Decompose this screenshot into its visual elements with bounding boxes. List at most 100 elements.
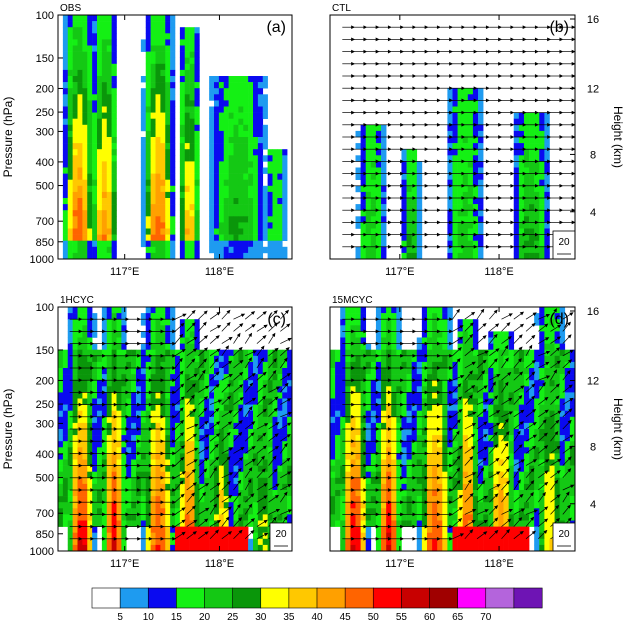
reflectivity-cell <box>262 386 268 393</box>
reflectivity-cell <box>209 404 215 411</box>
reflectivity-cell <box>140 94 147 101</box>
reflectivity-cell <box>87 508 93 515</box>
reflectivity-cell <box>106 471 112 479</box>
reflectivity-cell <box>82 88 88 95</box>
reflectivity-cell <box>257 520 264 527</box>
wind-vector-head <box>203 396 209 401</box>
reflectivity-cell <box>126 404 132 411</box>
reflectivity-cell <box>189 155 195 162</box>
reflectivity-cell <box>233 429 239 436</box>
reflectivity-cell <box>92 149 98 156</box>
reflectivity-cell <box>272 246 278 254</box>
reflectivity-cell <box>121 319 127 326</box>
wind-vector-head <box>351 49 356 54</box>
wind-vector-head <box>449 74 454 78</box>
wind-vector-head <box>239 397 244 401</box>
wind-vector-head <box>148 512 153 517</box>
reflectivity-cell <box>145 441 151 448</box>
reflectivity-cell <box>282 246 288 254</box>
reflectivity-cell <box>116 453 122 460</box>
reflectivity-cell <box>513 124 520 132</box>
reflectivity-cell <box>150 471 156 479</box>
reflectivity-cell <box>243 106 249 113</box>
reflectivity-cell <box>523 198 530 205</box>
reflectivity-cell <box>209 234 215 241</box>
reflectivity-cell <box>478 100 484 107</box>
reflectivity-cell <box>160 130 166 138</box>
wind-vector-head <box>205 507 210 512</box>
wind-vector-head <box>522 196 527 200</box>
wind-vector-head <box>424 61 429 66</box>
reflectivity-cell <box>165 313 171 320</box>
reflectivity-cell <box>160 526 166 533</box>
wind-vector-head <box>351 171 356 176</box>
reflectivity-cell <box>62 210 69 217</box>
reflectivity-cell <box>72 398 78 405</box>
wind-vector-head <box>172 451 177 456</box>
reflectivity-cell <box>381 149 387 156</box>
reflectivity-cell <box>145 526 151 533</box>
reflectivity-cell <box>111 307 117 314</box>
reflectivity-cell <box>145 234 151 241</box>
wind-vector-head <box>172 439 177 444</box>
wind-vector-head <box>510 49 515 54</box>
reflectivity-cell <box>87 453 93 460</box>
wind-vector-head <box>400 98 405 103</box>
wind-vector-head <box>148 353 153 358</box>
reflectivity-cell <box>58 368 64 375</box>
reflectivity-cell <box>262 520 268 527</box>
reflectivity-cell <box>82 173 88 180</box>
reflectivity-cell <box>534 112 540 119</box>
reflectivity-cell <box>67 179 73 187</box>
wind-vector-head <box>387 98 392 103</box>
wind-vector-head <box>160 512 165 517</box>
wind-vector-head <box>204 420 209 425</box>
reflectivity-cell <box>170 51 176 58</box>
reflectivity-cell <box>189 349 195 357</box>
reflectivity-cell <box>416 252 423 260</box>
reflectivity-cell <box>140 435 147 442</box>
reflectivity-cell <box>248 240 254 248</box>
reflectivity-cell <box>243 465 249 472</box>
reflectivity-cell <box>77 441 83 448</box>
reflectivity-cell <box>238 204 244 211</box>
reflectivity-cell <box>165 155 171 162</box>
reflectivity-cell <box>472 185 479 193</box>
reflectivity-cell <box>416 179 423 187</box>
reflectivity-cell <box>106 106 112 113</box>
wind-vector-head <box>102 512 106 517</box>
reflectivity-cell <box>165 429 171 436</box>
reflectivity-cell <box>365 198 372 205</box>
wind-vector-head <box>412 220 417 225</box>
wind-vector-head <box>534 135 539 139</box>
wind-vector-head <box>498 171 503 176</box>
reflectivity-cell <box>452 149 458 156</box>
reflectivity-cell <box>457 155 463 162</box>
wind-vector-head <box>78 366 83 370</box>
reflectivity-cell <box>287 483 293 491</box>
reflectivity-cell <box>101 39 108 46</box>
reflectivity-cell <box>228 240 234 248</box>
reflectivity-cell <box>116 441 122 448</box>
reflectivity-cell <box>150 124 156 132</box>
reflectivity-cell <box>209 167 215 174</box>
reflectivity-cell <box>111 106 117 113</box>
reflectivity-cell <box>179 416 186 424</box>
reflectivity-cell <box>175 514 181 521</box>
wind-vector-head <box>160 329 165 334</box>
reflectivity-cell <box>72 173 78 180</box>
reflectivity-cell <box>184 331 190 338</box>
reflectivity-cell <box>282 349 288 357</box>
reflectivity-cell <box>116 325 122 332</box>
wind-vector-head <box>113 512 118 517</box>
reflectivity-cell <box>478 173 484 180</box>
reflectivity-cell <box>248 410 254 418</box>
reflectivity-cell <box>189 179 195 187</box>
wind-vector-head <box>375 25 380 30</box>
reflectivity-cell <box>67 319 73 326</box>
reflectivity-cell <box>370 149 377 156</box>
reflectivity-cell <box>140 161 147 168</box>
reflectivity-cell <box>92 520 98 527</box>
reflectivity-cell <box>101 149 108 156</box>
reflectivity-cell <box>106 465 112 472</box>
